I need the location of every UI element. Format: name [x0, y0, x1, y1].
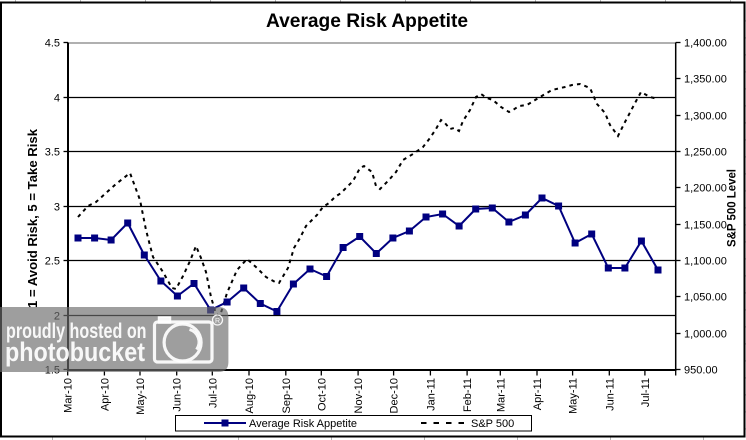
svg-text:Apr-11: Apr-11 [532, 378, 544, 410]
svg-text:May-10: May-10 [135, 378, 147, 415]
svg-text:Jul-10: Jul-10 [207, 378, 219, 408]
svg-text:Jun-10: Jun-10 [172, 378, 184, 412]
svg-text:S&P 500 Level: S&P 500 Level [725, 169, 739, 247]
svg-text:Oct-10: Oct-10 [316, 378, 328, 411]
svg-text:2.5: 2.5 [45, 256, 60, 268]
svg-text:1,400.00: 1,400.00 [684, 38, 727, 50]
svg-text:Mar-10: Mar-10 [63, 378, 75, 413]
svg-text:3.5: 3.5 [45, 147, 60, 159]
svg-text:Sep-10: Sep-10 [281, 378, 293, 413]
svg-text:Dec-10: Dec-10 [389, 378, 401, 413]
svg-text:1 = Avoid Risk, 5 = Take Risk: 1 = Avoid Risk, 5 = Take Risk [26, 129, 40, 308]
svg-text:1,150.00: 1,150.00 [684, 220, 727, 232]
svg-text:4.5: 4.5 [45, 38, 60, 50]
svg-text:proudly hosted on: proudly hosted on [6, 320, 147, 343]
svg-text:photobucket: photobucket [5, 337, 145, 367]
svg-text:1,000.00: 1,000.00 [684, 329, 727, 341]
svg-text:1,050.00: 1,050.00 [684, 292, 727, 304]
svg-text:1,300.00: 1,300.00 [684, 111, 727, 123]
svg-text:Feb-11: Feb-11 [462, 378, 474, 412]
svg-text:Jan-11: Jan-11 [425, 378, 437, 411]
svg-text:4: 4 [54, 93, 60, 105]
svg-text:1,250.00: 1,250.00 [684, 147, 727, 159]
svg-text:May-11: May-11 [568, 378, 580, 414]
svg-text:Nov-10: Nov-10 [353, 378, 365, 413]
svg-text:Aug-10: Aug-10 [244, 378, 256, 413]
svg-text:Apr-10: Apr-10 [99, 378, 111, 411]
svg-text:1,100.00: 1,100.00 [684, 256, 727, 268]
svg-text:Mar-11: Mar-11 [495, 378, 507, 412]
svg-text:1,350.00: 1,350.00 [684, 74, 727, 86]
svg-text:Jun-11: Jun-11 [604, 378, 616, 411]
svg-text:Jul-11: Jul-11 [640, 378, 652, 407]
svg-text:950.00: 950.00 [684, 365, 718, 377]
svg-text:3: 3 [54, 202, 60, 214]
svg-text:S&P 500: S&P 500 [471, 418, 514, 430]
svg-text:1,200.00: 1,200.00 [684, 183, 727, 195]
svg-text:R: R [215, 318, 220, 325]
svg-text:Average Risk Appetite: Average Risk Appetite [249, 418, 357, 430]
svg-text:Average Risk Appetite: Average Risk Appetite [266, 10, 468, 32]
